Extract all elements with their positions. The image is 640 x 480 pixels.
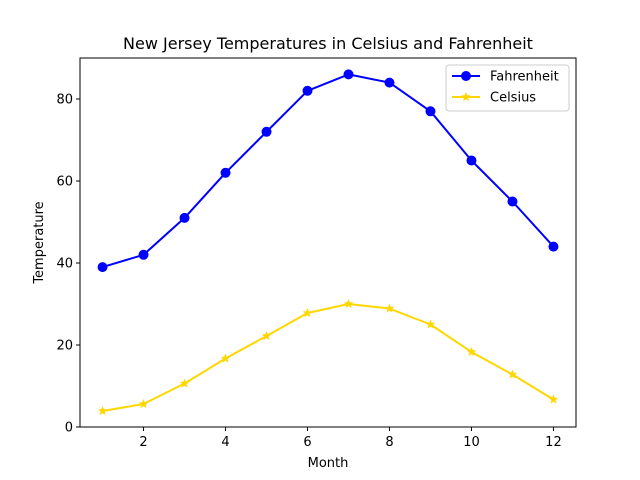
fahrenheit-point xyxy=(302,85,313,96)
x-tick-label: 10 xyxy=(463,435,480,450)
fahrenheit-point xyxy=(548,241,559,252)
series-celsius xyxy=(97,298,559,416)
chart-title: New Jersey Temperatures in Celsius and F… xyxy=(123,34,533,53)
plot-area xyxy=(80,58,576,427)
celsius-point xyxy=(220,353,231,363)
legend-marker-celsius xyxy=(461,91,471,102)
fahrenheit-point xyxy=(466,155,477,166)
y-tick-label: 20 xyxy=(56,339,73,354)
celsius-point xyxy=(425,319,436,329)
legend-label-fahrenheit: Fahrenheit xyxy=(490,70,559,85)
fahrenheit-point xyxy=(261,126,272,137)
celsius-point xyxy=(548,394,559,404)
plot-frame xyxy=(79,57,577,428)
celsius-point xyxy=(507,369,518,379)
fahrenheit-point xyxy=(97,262,108,273)
x-axis-label: Month xyxy=(308,456,349,471)
fahrenheit-point xyxy=(507,196,518,207)
x-tick-label: 2 xyxy=(139,435,147,450)
x-tick-label: 8 xyxy=(385,435,393,450)
fahrenheit-point xyxy=(384,77,395,88)
fahrenheit-point xyxy=(425,106,436,117)
legend-marker-fahrenheit xyxy=(461,71,471,81)
x-axis: 2 4 6 8 10 12 xyxy=(139,427,562,450)
celsius-point xyxy=(466,346,477,357)
legend: Fahrenheit Celsius xyxy=(445,64,570,112)
celsius-point xyxy=(261,330,272,341)
celsius-point xyxy=(179,378,190,388)
x-tick-label: 6 xyxy=(303,435,311,450)
y-tick-label: 40 xyxy=(56,257,73,272)
celsius-point xyxy=(384,303,395,313)
celsius-point xyxy=(97,405,108,416)
y-axis: 0 20 40 60 80 xyxy=(56,93,80,436)
celsius-point xyxy=(343,298,354,309)
series-fahrenheit xyxy=(97,69,559,273)
y-tick-label: 60 xyxy=(56,175,73,190)
y-tick-label: 80 xyxy=(56,93,73,108)
fahrenheit-line xyxy=(102,73,555,269)
fahrenheit-point xyxy=(138,249,149,260)
legend-label-celsius: Celsius xyxy=(490,91,536,106)
fahrenheit-point xyxy=(343,69,354,80)
x-tick-label: 12 xyxy=(545,435,562,450)
celsius-point xyxy=(302,307,313,318)
y-tick-label: 0 xyxy=(65,421,73,436)
plot-background xyxy=(80,58,576,427)
x-tick-label: 4 xyxy=(221,435,229,450)
celsius-line xyxy=(102,303,554,412)
celsius-point xyxy=(138,398,149,409)
fahrenheit-point xyxy=(179,212,190,223)
fahrenheit-point xyxy=(220,167,231,178)
series-layer xyxy=(97,69,559,416)
y-axis-label: Temperature xyxy=(32,201,47,284)
